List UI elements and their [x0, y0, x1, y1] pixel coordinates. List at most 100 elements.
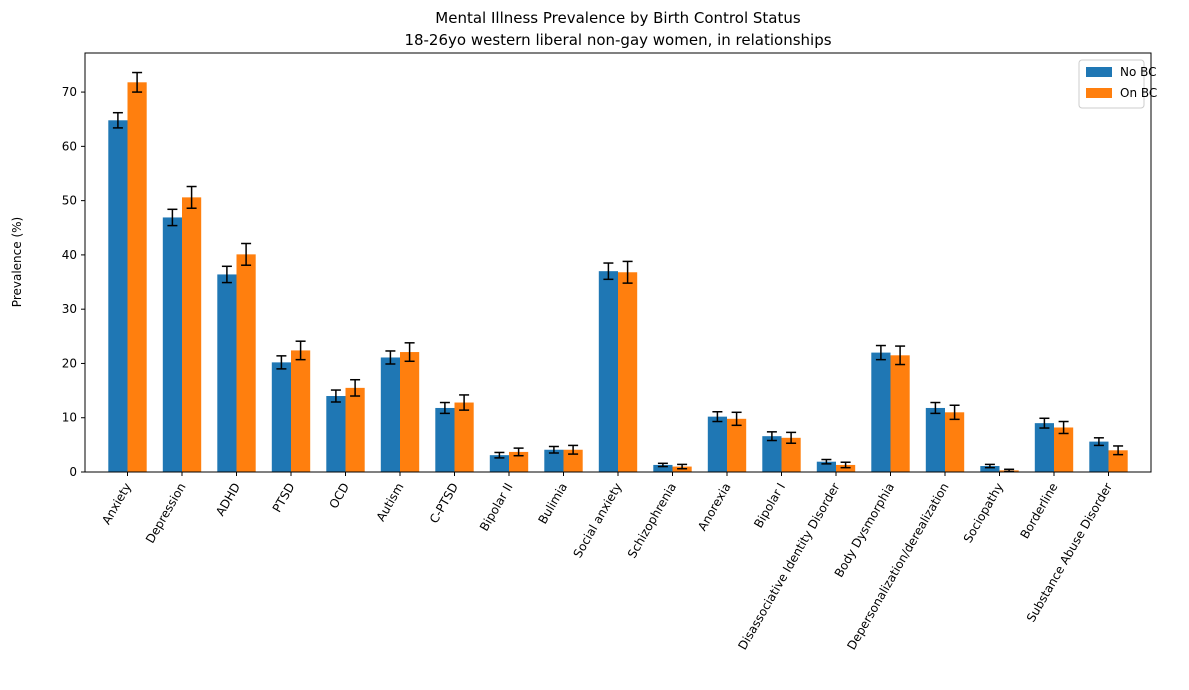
- error-bar: [276, 355, 287, 370]
- bar-no-bc: [271, 362, 291, 472]
- bar-on-bc: [1054, 427, 1074, 472]
- x-tick-label: Bipolar I: [751, 481, 788, 531]
- bar-no-bc: [217, 274, 237, 472]
- bar-no-bc: [162, 217, 182, 472]
- y-tick-label: 30: [62, 302, 77, 316]
- bar-on-bc: [127, 82, 147, 472]
- x-tick-label: Depression: [143, 481, 189, 546]
- bar-no-bc: [707, 416, 727, 472]
- x-tick-label: Disassociative Identity Disorder: [735, 480, 842, 652]
- error-bar: [677, 463, 688, 470]
- error-bar: [821, 458, 832, 465]
- x-tick-label: Anorexia: [695, 481, 734, 534]
- error-bar: [895, 345, 906, 366]
- x-tick-label: ADHD: [213, 481, 243, 519]
- bar-no-bc: [598, 271, 618, 472]
- error-bar: [221, 265, 232, 284]
- bar-on-bc: [836, 464, 856, 472]
- x-tick-label: OCD: [326, 481, 352, 511]
- bar-no-bc: [1089, 441, 1109, 472]
- error-bar: [657, 462, 668, 468]
- error-bar: [786, 431, 797, 444]
- x-tick-label: Body Dysmorphia: [832, 481, 897, 580]
- bar-on-bc: [182, 197, 202, 472]
- y-tick-label: 70: [62, 85, 77, 99]
- error-bar: [241, 242, 252, 266]
- error-bar: [404, 342, 415, 363]
- bar-no-bc: [925, 407, 945, 472]
- x-tick-label: Depersonalization/derealization: [844, 481, 951, 653]
- y-tick-label: 60: [62, 139, 77, 153]
- error-bar: [875, 344, 886, 361]
- x-tick-label: Social anxiety: [570, 481, 624, 561]
- error-bar: [350, 378, 361, 397]
- error-bar: [439, 401, 450, 415]
- y-tick-label: 0: [69, 465, 77, 479]
- error-bar: [622, 260, 633, 284]
- error-bar: [766, 431, 777, 442]
- bar-no-bc: [980, 466, 1000, 472]
- plot-frame: [84, 52, 1152, 473]
- error-bar: [494, 451, 505, 459]
- bars-layer: [108, 82, 1128, 473]
- error-bar: [167, 208, 178, 227]
- bar-on-bc: [781, 437, 801, 472]
- error-bar: [112, 111, 123, 129]
- error-bar: [385, 350, 396, 365]
- x-tick-label: Borderline: [1018, 481, 1061, 542]
- error-bar: [603, 262, 614, 281]
- error-bar: [984, 463, 995, 469]
- bar-on-bc: [945, 412, 965, 472]
- error-bar: [295, 340, 306, 361]
- legend-label-no-bc: No BC: [1120, 65, 1157, 79]
- y-axis-label: Prevalence (%): [10, 217, 24, 307]
- error-bar: [1039, 417, 1050, 429]
- legend-label-on-bc: On BC: [1120, 86, 1157, 100]
- bar-no-bc: [544, 449, 564, 472]
- error-bar: [330, 389, 341, 403]
- y-tick-label: 40: [62, 248, 77, 262]
- chart-subtitle: 18-26yo western liberal non-gay women, i…: [404, 31, 831, 49]
- error-bar: [513, 447, 524, 457]
- bar-no-bc: [871, 352, 891, 472]
- x-tick-label: PTSD: [270, 481, 298, 515]
- x-tick-label: Anxiety: [99, 481, 134, 527]
- y-tick-label: 20: [62, 356, 77, 370]
- error-bar: [1004, 468, 1015, 473]
- bar-on-bc: [509, 451, 529, 472]
- bar-no-bc: [108, 120, 128, 473]
- x-tick-label: C-PTSD: [427, 481, 461, 526]
- bar-no-bc: [653, 464, 673, 472]
- x-tick-label: Schizophrenia: [625, 481, 679, 561]
- error-bar: [548, 445, 559, 454]
- bar-on-bc: [454, 402, 474, 472]
- error-bar: [930, 401, 941, 415]
- error-bar: [459, 394, 470, 411]
- legend: No BC On BC: [1078, 59, 1157, 109]
- bar-no-bc: [489, 455, 509, 472]
- x-tick-label: Bipolar II: [477, 481, 516, 534]
- bar-no-bc: [435, 407, 455, 472]
- error-bar: [840, 461, 851, 469]
- error-bars-layer: [112, 71, 1124, 473]
- legend-swatch-no-bc: [1086, 67, 1112, 77]
- bar-no-bc: [762, 436, 782, 472]
- error-bar: [712, 411, 723, 423]
- bar-on-bc: [890, 355, 910, 472]
- x-tick-label: Sociopathy: [961, 481, 1006, 546]
- error-bar: [186, 185, 197, 209]
- bar-no-bc: [816, 461, 836, 472]
- y-tick-label: 50: [62, 194, 77, 208]
- bar-no-bc: [326, 396, 346, 472]
- bar-on-bc: [563, 449, 583, 472]
- error-bar: [132, 71, 143, 93]
- bar-on-bc: [236, 254, 256, 472]
- bar-on-bc: [345, 387, 365, 472]
- error-bar: [568, 444, 579, 455]
- error-bar: [949, 404, 960, 421]
- bar-on-bc: [291, 350, 311, 472]
- error-bar: [1093, 437, 1104, 447]
- error-bar: [1058, 420, 1069, 435]
- chart-title: Mental Illness Prevalence by Birth Contr…: [435, 9, 801, 27]
